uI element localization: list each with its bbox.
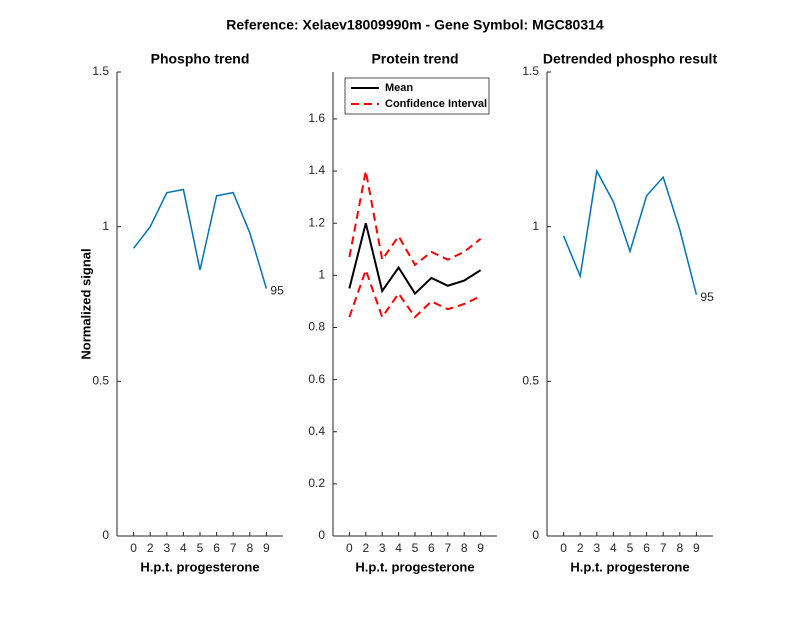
y-tick-label: 0.8 (308, 320, 325, 334)
x-tick-label: 6 (213, 541, 220, 555)
x-tick-label: 0 (560, 541, 567, 555)
y-tick-label: 1.5 (92, 64, 109, 78)
x-tick-label: 5 (197, 541, 204, 555)
data-line (562, 168, 698, 295)
y-tick-label: 0.2 (308, 476, 325, 490)
x-tick-label: 4 (395, 541, 402, 555)
x-tick-label: 9 (477, 541, 484, 555)
x-tick-label: 9 (263, 541, 270, 555)
x-axis-label: H.p.t. progesterone (570, 559, 689, 574)
y-tick-label: 1.6 (308, 111, 325, 125)
x-tick-label: 0 (130, 541, 137, 555)
x-axis-label: H.p.t. progesterone (355, 559, 474, 574)
y-tick-label: 1 (318, 267, 325, 281)
y-tick-label: 1.5 (522, 64, 539, 78)
x-tick-label: 3 (593, 541, 600, 555)
y-tick-label: 1 (102, 219, 109, 233)
y-tick-label: 1.2 (308, 215, 325, 229)
x-tick-label: 4 (180, 541, 187, 555)
x-tick-label: 9 (693, 541, 700, 555)
axis-title: Protein trend (371, 51, 458, 67)
x-tick-label: 2 (147, 541, 154, 555)
y-tick-label: 0.5 (522, 374, 539, 388)
y-axis-label: Normalized signal (78, 248, 93, 359)
y-tick-label: 0 (318, 528, 325, 542)
axis-title: Detrended phospho result (543, 51, 718, 67)
x-tick-label: 6 (428, 541, 435, 555)
x-tick-label: 5 (412, 541, 419, 555)
axis-title: Phospho trend (151, 51, 250, 67)
x-tick-label: 7 (660, 541, 667, 555)
legend-label: Confidence Interval (385, 98, 487, 110)
y-tick-label: 0 (102, 528, 109, 542)
x-tick-label: 8 (461, 541, 468, 555)
legend-label: Mean (385, 82, 413, 94)
annotation: 95 (270, 284, 284, 298)
x-tick-label: 2 (362, 541, 369, 555)
y-tick-label: 1 (532, 219, 539, 233)
x-tick-label: 8 (676, 541, 683, 555)
x-tick-label: 8 (246, 541, 253, 555)
x-axis-label: H.p.t. progesterone (140, 559, 259, 574)
data-line (348, 267, 482, 320)
x-tick-label: 7 (230, 541, 237, 555)
legend-box (344, 77, 490, 115)
x-tick-label: 4 (610, 541, 617, 555)
x-tick-label: 3 (163, 541, 170, 555)
data-line (133, 188, 268, 289)
x-tick-label: 6 (643, 541, 650, 555)
x-tick-label: 3 (379, 541, 386, 555)
y-tick-label: 0.6 (308, 372, 325, 386)
x-tick-label: 2 (577, 541, 584, 555)
figure-title: Reference: Xelaev18009990m - Gene Symbol… (226, 17, 604, 33)
x-tick-label: 7 (444, 541, 451, 555)
data-line (348, 170, 482, 267)
x-tick-label: 0 (346, 541, 353, 555)
y-tick-label: 1.4 (308, 163, 325, 177)
data-line (348, 222, 482, 296)
annotation: 95 (700, 290, 714, 304)
x-tick-label: 5 (627, 541, 634, 555)
y-tick-label: 0.4 (308, 424, 325, 438)
y-tick-label: 0 (532, 528, 539, 542)
y-tick-label: 0.5 (92, 374, 109, 388)
